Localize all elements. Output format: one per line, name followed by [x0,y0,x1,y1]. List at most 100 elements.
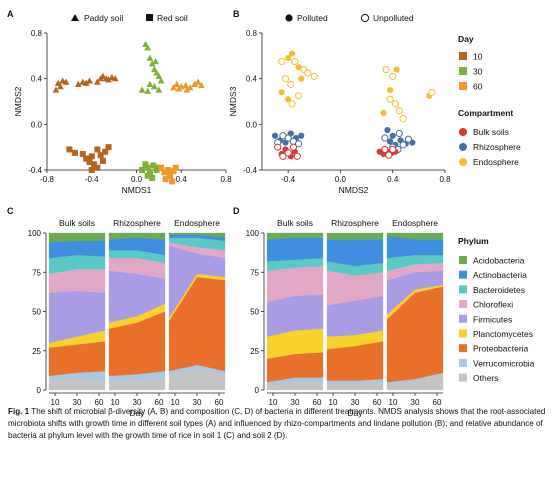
x-tick-label: 10 [51,398,60,407]
legend-swatch-day-60 [459,82,467,90]
x-tick-label: -0.4 [281,175,295,184]
data-point-paddy-day10 [93,78,101,85]
data-point-unpolluted [295,92,303,100]
area-band-acidobacteria [108,232,166,240]
x-tick-label: 10 [171,398,180,407]
data-point-unpolluted [395,129,403,138]
x-tick-label: 0.8 [220,175,232,184]
legend-swatch-proteobacteria [459,344,467,353]
legend-label-day-10: 10 [473,52,483,62]
data-point-unpolluted [395,107,403,115]
legend-title-day: Day [458,34,474,44]
area-band-acidobacteria [48,232,106,243]
x-tick-label: -0.8 [40,175,54,184]
y-axis-label: NMDS2 [13,86,23,116]
legend-swatch-chloroflexi [459,300,467,309]
area-band-acidobacteria [168,232,226,238]
y-tick-label: 0.0 [31,120,43,129]
data-point-polluted [285,55,292,62]
data-point-polluted [384,126,391,134]
y-tick-label: 100 [246,229,260,238]
data-point-paddy-day60 [191,80,199,87]
x-axis-label: Day [129,408,145,418]
y-tick-label: 50 [250,308,259,317]
x-tick-label: 60 [215,398,224,407]
area-band-others [48,378,106,391]
legend-label-day-60: 60 [473,82,483,92]
data-point-paddy-day60 [194,78,202,85]
y-tick-label: -0.4 [243,166,257,175]
data-point-unpolluted [289,143,297,151]
data-point-paddy-day30 [146,80,154,87]
data-point-red-day10 [94,164,101,171]
y-tick-label: -0.4 [28,166,42,175]
y-tick-label: 75 [32,268,41,277]
data-point-unpolluted [428,88,436,96]
data-point-paddy-day60 [183,86,191,93]
legend-label-paddy-soil: Paddy soil [84,13,123,23]
x-tick-label: 60 [433,398,442,407]
group-title: Bulk soils [277,218,313,228]
x-tick-label: 60 [95,398,104,407]
legend-title-compartment: Compartment [458,108,513,118]
legend-label-acidobacteria: Acidobacteria [473,256,525,266]
y-tick-label: 0.8 [246,29,258,38]
data-point-red-day10 [71,149,78,156]
data-point-red-day30 [150,162,157,169]
area-band-actinobacteria [266,237,324,262]
data-point-polluted [271,132,279,139]
data-point-polluted [298,132,305,139]
x-tick-label: 60 [373,398,382,407]
legend-label-compartment: Rhizosphere [473,142,521,152]
x-tick-label: 0.4 [387,175,399,184]
data-point-red-day10 [94,146,101,153]
panel-label-D: D [233,206,240,216]
data-point-paddy-day30 [146,54,154,61]
data-point-red-day10 [79,151,86,158]
data-point-polluted [295,64,302,71]
legend-swatch-actinobacteria [459,270,467,279]
data-point-unpolluted [381,145,389,154]
data-point-unpolluted [404,135,412,143]
x-axis-label: Day [347,408,363,418]
y-tick-label: 50 [32,308,41,317]
group-title: Endosphere [174,218,220,228]
y-tick-label: 100 [28,229,42,238]
legend-label-others: Others [473,373,499,383]
data-point-red-day10 [88,167,95,173]
data-point-unpolluted [281,75,290,83]
group-title: Rhizosphere [113,218,161,228]
data-point-red-day60 [169,178,176,185]
legend-label-compartment: Endosphere [473,157,519,167]
data-point-red-day60 [170,168,177,175]
data-point-paddy-day60 [170,84,177,91]
data-point-polluted [288,50,296,57]
area-band-acidobacteria [386,232,444,240]
data-point-red-day30 [149,174,156,181]
data-point-red-day10 [66,146,73,153]
data-point-unpolluted [399,115,407,123]
data-point-red-day30 [142,161,149,168]
data-point-paddy-day60 [173,80,181,87]
data-point-red-day10 [83,155,90,162]
data-point-unpolluted [284,134,292,142]
data-point-unpolluted [389,145,397,154]
legend-label-actinobacteria: Actinobacteria [473,270,527,280]
panel-label-C: C [7,206,14,216]
x-tick-label: 0.0 [335,175,347,184]
data-point-polluted [389,132,396,139]
x-tick-label: 10 [269,398,278,407]
data-point-unpolluted [381,134,389,142]
data-point-paddy-day10 [86,77,93,84]
data-point-red-day10 [105,144,112,151]
x-tick-label: 30 [133,398,142,407]
data-point-paddy-day30 [155,72,163,79]
legend-swatch-planctomycetes [459,329,467,338]
legend-label-compartment: Bulk soils [473,127,509,137]
legend-label-unpolluted: Unpolluted [373,13,414,23]
legend-swatch-day-10 [459,52,467,60]
data-point-red-day30 [139,167,146,173]
data-point-polluted [387,138,394,145]
area-band-chloroflexi [48,268,106,293]
